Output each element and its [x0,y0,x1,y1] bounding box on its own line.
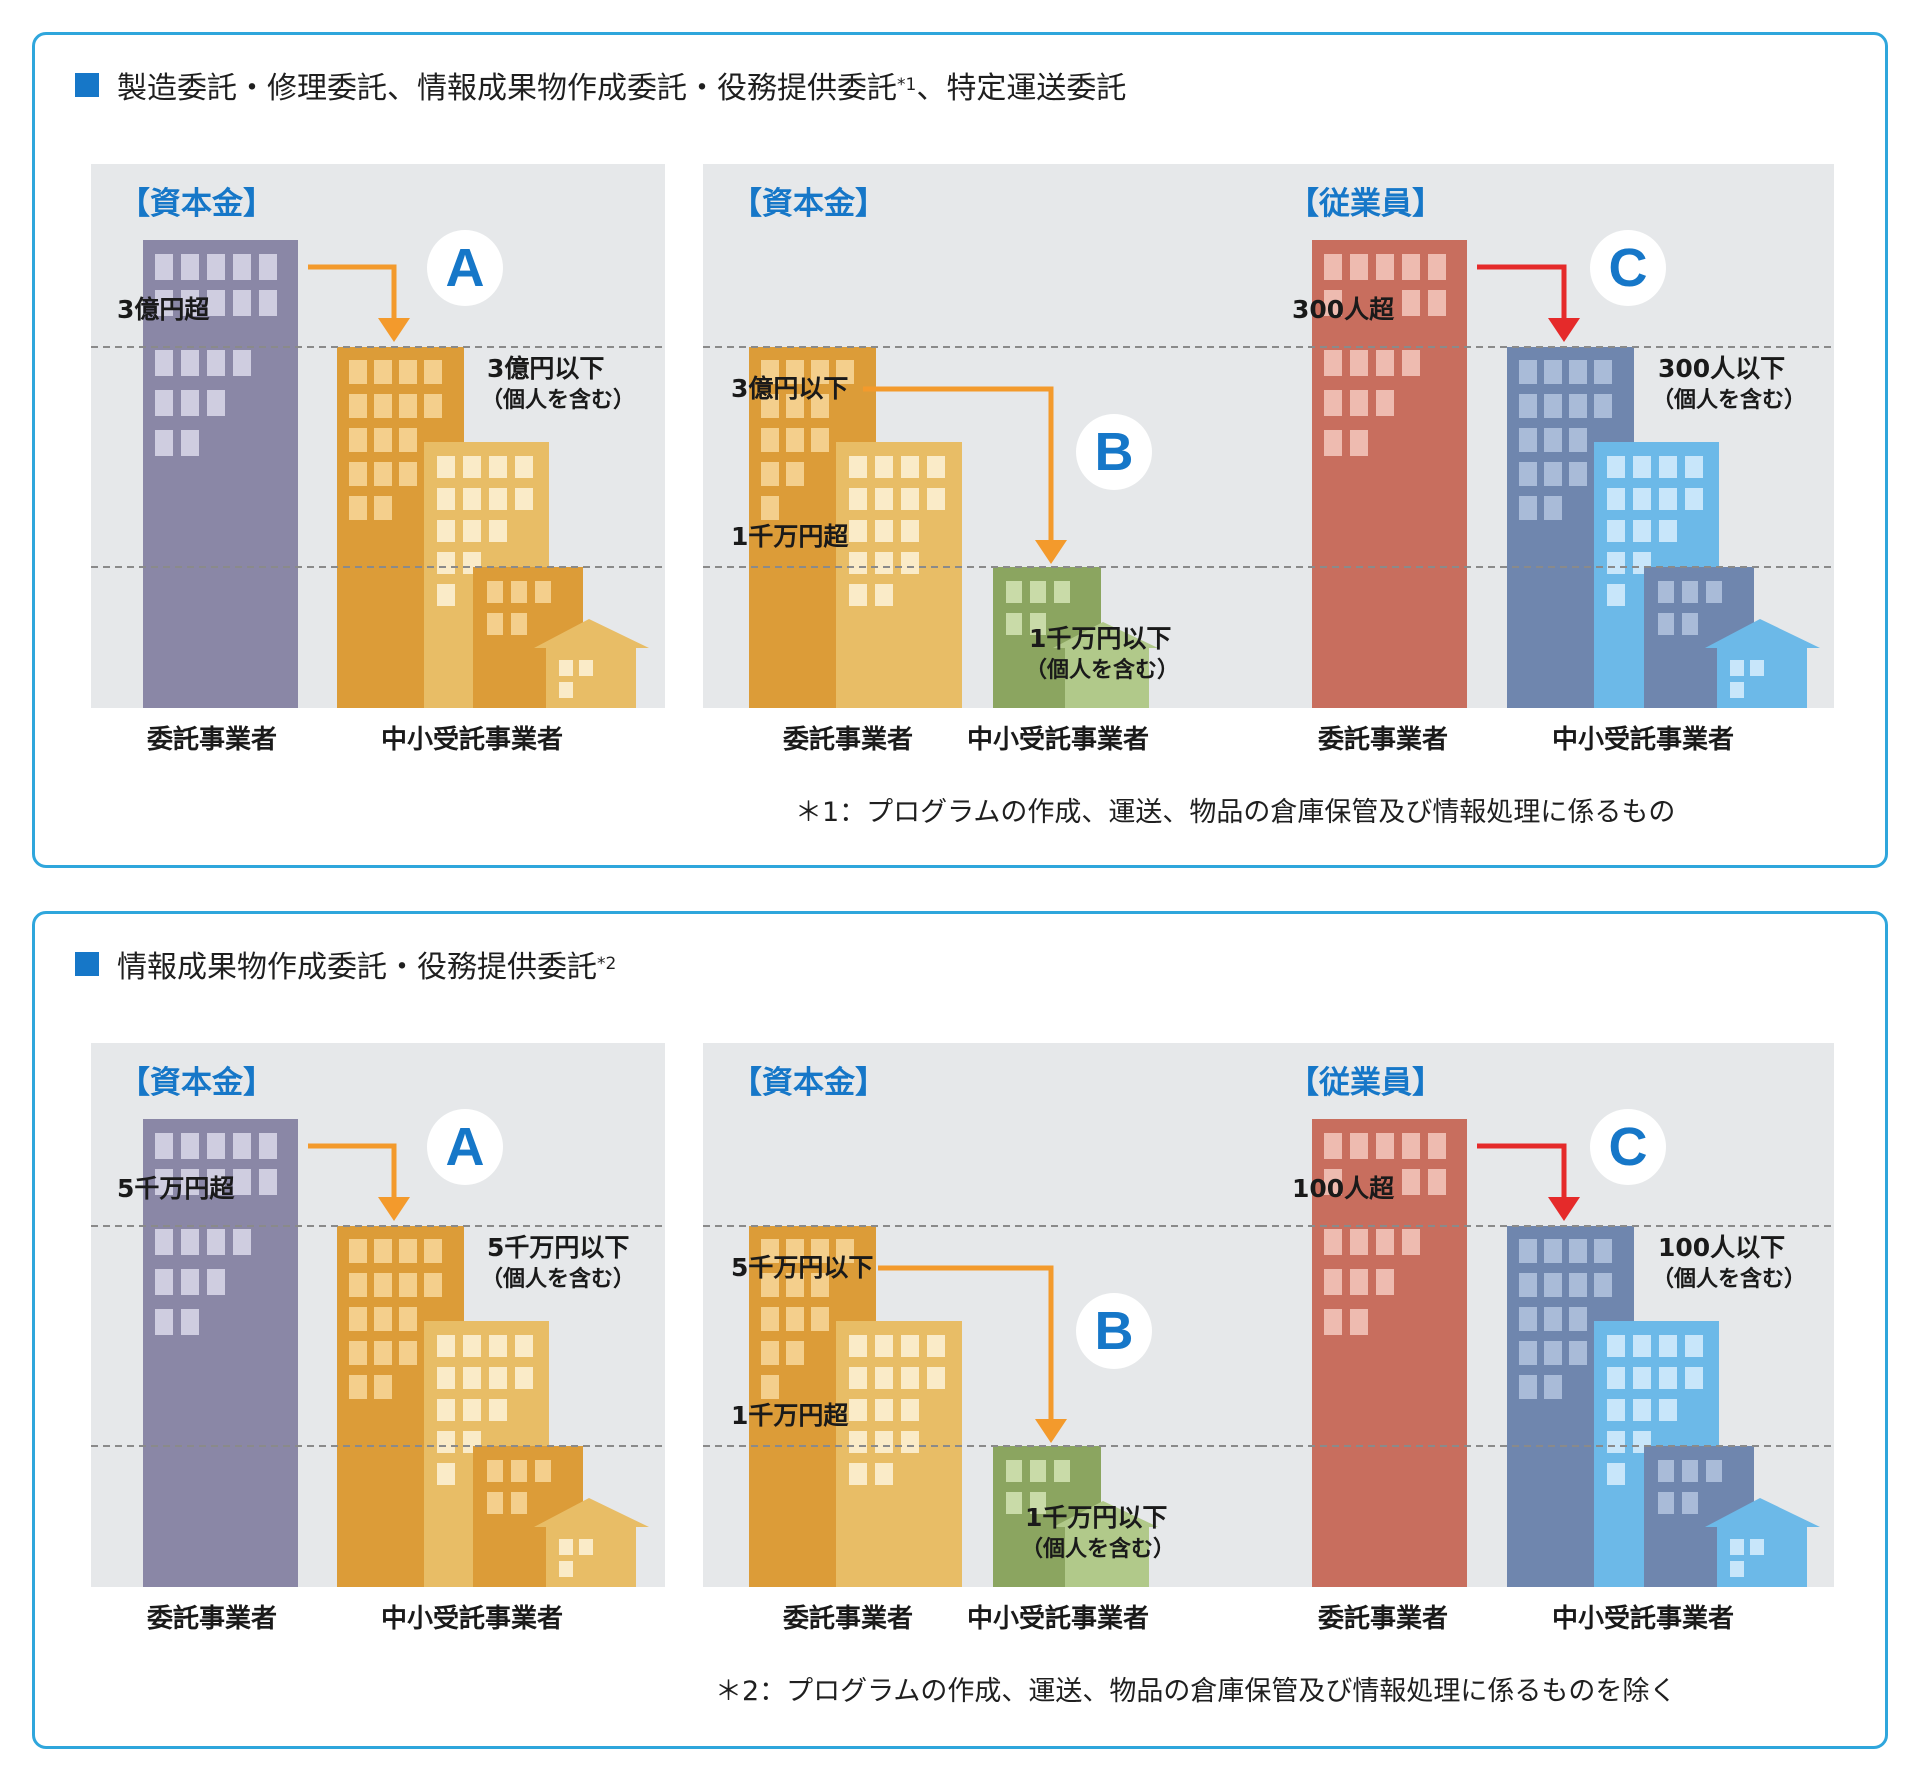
lower-threshold-label: 3億円以下 [487,354,605,383]
panel-employees-c: 【従業員】 C 300人超 300人以下 （個人を含む） 委託事業者 中小受託事… [1260,164,1834,755]
upper-threshold-label: 3億円以下 [731,374,849,403]
lower-threshold-label: 100人以下 [1658,1233,1786,1262]
panel-capital-a: 【資本金】 A 3億円超 3億円以下 （個人を含む） 委託事業者 中小受託事業者 [91,164,665,755]
middle-threshold-label: 1千万円超 [731,1401,849,1430]
lower-threshold-note: （個人を含む） [1025,658,1180,683]
lower-threshold-note: （個人を含む） [1652,388,1807,413]
lower-threshold-label: 1千万円以下 [1029,624,1172,653]
section-2: 情報成果物作成委託・役務提供委託 *2 [32,911,1888,1749]
caption-commissioner: 委託事業者 [1318,1604,1449,1634]
panel-c-heading: 【従業員】 [1288,186,1443,222]
panel-a-heading: 【資本金】 [119,1065,274,1101]
caption-contractor: 中小受託事業者 [967,1604,1150,1634]
caption-commissioner: 委託事業者 [147,1604,278,1634]
lower-threshold-note: （個人を含む） [481,1267,636,1292]
caption-commissioner: 委託事業者 [783,1604,914,1634]
panel-a-heading: 【資本金】 [119,186,274,222]
square-bullet-icon [75,73,99,97]
badge-c: C [1590,230,1666,306]
section-1-footnote: ＊1：プログラムの作成、運送、物品の倉庫保管及び情報処理に係るもの [795,797,1676,828]
badge-b: B [1076,414,1152,490]
middle-threshold-label: 1千万円超 [731,522,849,551]
panel-capital-b: 【資本金】 B 5千万円以下 1千万円超 1千万円以下 （個人を含む） 委託事業… [703,1043,1277,1634]
buildings-b-illustration [703,346,1277,708]
lower-threshold-label: 1千万円以下 [1025,1503,1168,1532]
caption-commissioner: 委託事業者 [783,725,914,755]
buildings-c-illustration [1260,240,1834,708]
panel-employees-c: 【従業員】 C 100人超 100人以下 （個人を含む） 委託事業者 中小受託事… [1260,1043,1834,1634]
badge-b: B [1076,1293,1152,1369]
buildings-a-illustration [91,1119,665,1587]
caption-contractor: 中小受託事業者 [381,1604,564,1634]
buildings-c-illustration [1260,1119,1834,1587]
badge-a: A [427,1109,503,1185]
square-bullet-icon [75,952,99,976]
panel-capital-a: 【資本金】 A 5千万円超 5千万円以下 （個人を含む） 委託事業者 中小受託事… [91,1043,665,1634]
section-2-footnote: ＊2：プログラムの作成、運送、物品の倉庫保管及び情報処理に係るものを除く [715,1676,1677,1707]
caption-contractor: 中小受託事業者 [1552,1604,1735,1634]
panel-b-heading: 【資本金】 [731,186,886,222]
caption-commissioner: 委託事業者 [1318,725,1449,755]
upper-threshold-label: 3億円超 [117,295,210,324]
badge-a: A [427,230,503,306]
lower-threshold-note: （個人を含む） [1021,1537,1176,1562]
upper-threshold-label: 5千万円超 [117,1174,235,1203]
section-1: 製造委託・修理委託、情報成果物作成委託・役務提供委託 *1 、特定運送委託 [32,32,1888,868]
section-2-title: 情報成果物作成委託・役務提供委託 *2 [75,942,616,986]
caption-contractor: 中小受託事業者 [1552,725,1735,755]
lower-threshold-note: （個人を含む） [1652,1267,1807,1292]
section-1-title-text: 製造委託・修理委託、情報成果物作成委託・役務提供委託 [117,71,897,106]
lower-threshold-note: （個人を含む） [481,388,636,413]
upper-threshold-label: 100人超 [1292,1174,1395,1203]
panel-b-heading: 【資本金】 [731,1065,886,1101]
buildings-a-illustration [91,240,665,708]
panel-c-heading: 【従業員】 [1288,1065,1443,1101]
lower-threshold-label: 5千万円以下 [487,1233,630,1262]
caption-commissioner: 委託事業者 [147,725,278,755]
section-1-title: 製造委託・修理委託、情報成果物作成委託・役務提供委託 *1 、特定運送委託 [75,63,1126,107]
caption-contractor: 中小受託事業者 [967,725,1150,755]
badge-c: C [1590,1109,1666,1185]
panel-capital-b: 【資本金】 B 3億円以下 1千万円超 1千万円以下 （個人を含む） 委託事業者… [703,164,1277,755]
buildings-b-illustration [703,1225,1277,1587]
section-1-title-tail: 、特定運送委託 [916,71,1127,106]
upper-threshold-label: 300人超 [1292,295,1395,324]
caption-contractor: 中小受託事業者 [381,725,564,755]
section-2-title-text: 情報成果物作成委託・役務提供委託 [117,950,597,985]
upper-threshold-label: 5千万円以下 [731,1253,874,1282]
lower-threshold-label: 300人以下 [1658,354,1786,383]
